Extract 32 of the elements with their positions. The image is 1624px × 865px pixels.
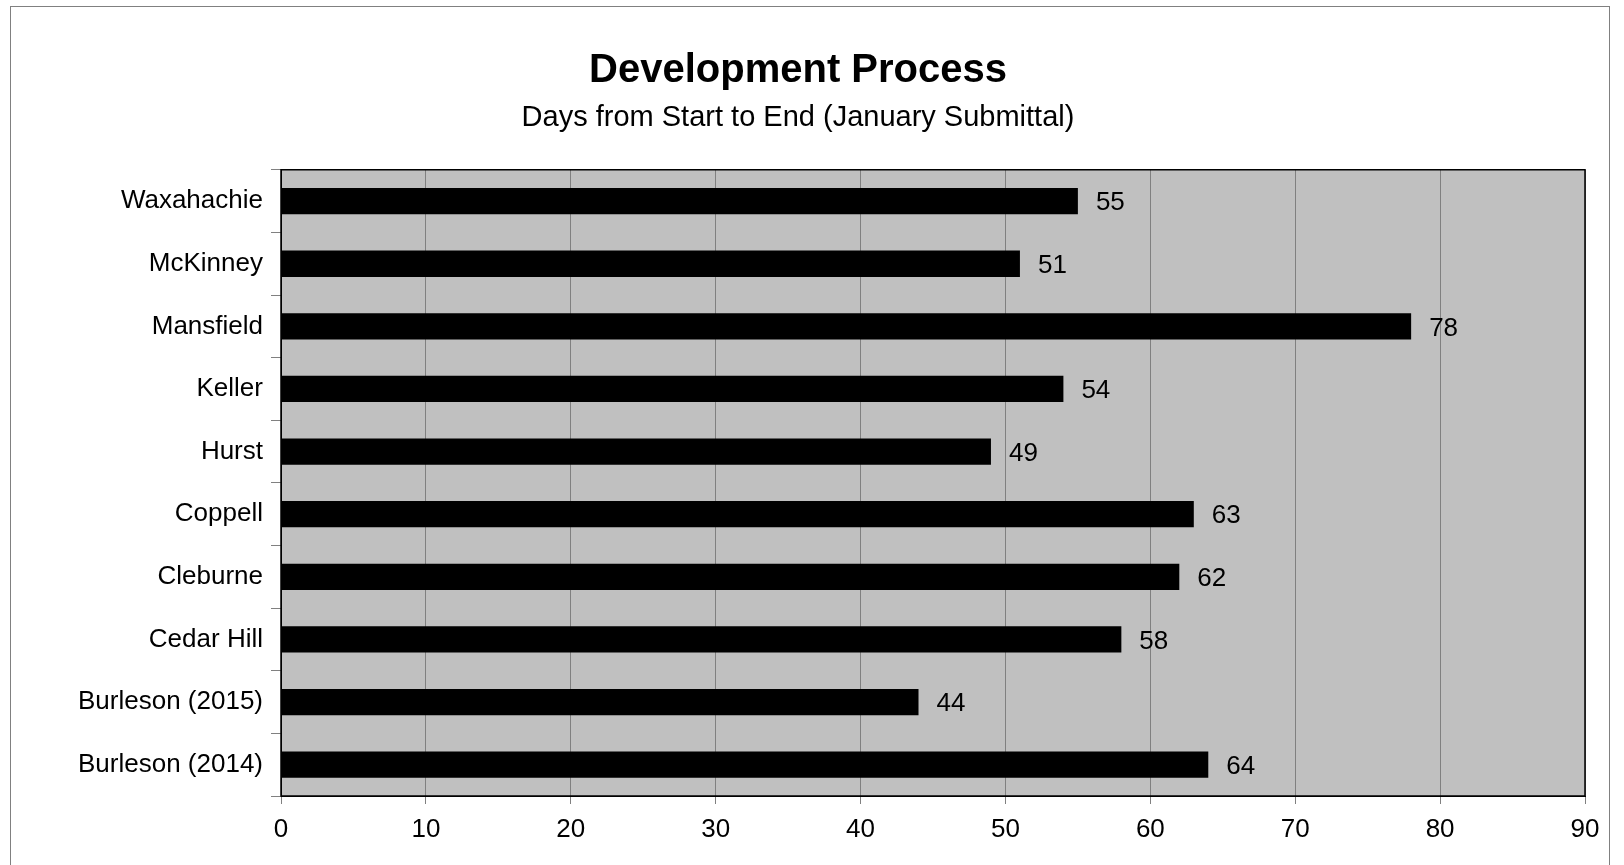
chart-subtitle: Days from Start to End (January Submittal) bbox=[521, 100, 1075, 133]
x-tick-label: 50 bbox=[990, 812, 1020, 843]
data-label: 63 bbox=[1211, 499, 1241, 530]
x-tick-label: 90 bbox=[1570, 812, 1600, 843]
data-label: 55 bbox=[1095, 186, 1125, 217]
y-tick-label: Coppell bbox=[174, 497, 263, 528]
y-tick-label: Mansfield bbox=[151, 309, 263, 340]
y-tick-label: Hurst bbox=[200, 434, 264, 465]
y-tick-label: McKinney bbox=[148, 246, 263, 277]
x-tick-label: 10 bbox=[411, 812, 441, 843]
data-label: 54 bbox=[1081, 374, 1111, 405]
x-tick-label: 30 bbox=[701, 812, 731, 843]
y-tick-label: Keller bbox=[196, 372, 264, 403]
y-tick-label: Cleburne bbox=[157, 560, 263, 590]
data-label: 44 bbox=[936, 687, 966, 718]
x-tick-label: 80 bbox=[1425, 812, 1455, 843]
x-tick-label: 60 bbox=[1135, 812, 1165, 843]
y-tick-label: Cedar Hill bbox=[148, 622, 263, 653]
x-tick-label: 40 bbox=[846, 812, 876, 843]
y-tick-label: Waxahachie bbox=[120, 184, 263, 215]
data-label: 49 bbox=[1008, 436, 1038, 467]
data-label: 78 bbox=[1429, 311, 1459, 342]
chart-title: Development Process bbox=[589, 46, 1007, 91]
data-label: 58 bbox=[1139, 624, 1169, 655]
x-tick-label: 70 bbox=[1280, 812, 1310, 843]
data-label: 62 bbox=[1197, 562, 1227, 592]
data-label: 51 bbox=[1037, 248, 1067, 279]
y-tick-label: Burleson (2014) bbox=[78, 747, 263, 778]
x-tick-label: 0 bbox=[273, 812, 289, 843]
y-tick-label: Burleson (2015) bbox=[78, 685, 263, 716]
x-tick-label: 20 bbox=[556, 812, 586, 843]
data-label: 64 bbox=[1226, 749, 1256, 780]
